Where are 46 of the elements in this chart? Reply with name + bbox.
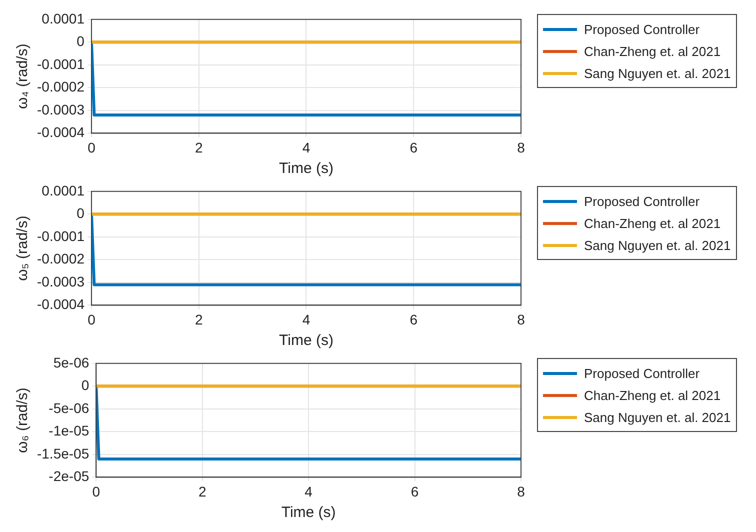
legend-label: Proposed Controller <box>584 366 700 380</box>
y-tick-label: -2e-05 <box>48 468 90 484</box>
y-axis-title: ω₅ (rad/s) <box>14 216 32 281</box>
x-tick-label: 0 <box>92 483 100 500</box>
x-tick-label: 4 <box>302 311 310 328</box>
legend-label: Chan-Zheng et. al 2021 <box>584 388 721 402</box>
x-tick-label: 4 <box>302 139 310 156</box>
x-tick-label: 2 <box>194 311 203 328</box>
x-tick-label: 6 <box>410 139 418 156</box>
y-tick-label: 0 <box>81 377 90 394</box>
legend-label: Proposed Controller <box>584 22 700 36</box>
x-tick-label: 8 <box>517 483 526 500</box>
x-axis-title: Time (s) <box>279 160 334 178</box>
y-tick-label: 0 <box>76 205 85 222</box>
y-tick-label: 5e-06 <box>53 354 90 370</box>
y-tick-label: -0.0001 <box>37 228 85 244</box>
y-tick-label: 0 <box>76 33 85 50</box>
x-tick-label: 8 <box>517 311 526 328</box>
y-axis-title: ω₄ (rad/s) <box>14 44 32 109</box>
y-tick-label: -0.0002 <box>37 250 85 267</box>
y-tick-label: -5e-06 <box>48 400 90 416</box>
legend-label: Proposed Controller <box>584 194 700 208</box>
x-tick-label: 2 <box>194 139 203 156</box>
x-tick-label: 8 <box>517 139 526 156</box>
legend-label: Sang Nguyen et. al. 2021 <box>584 66 731 80</box>
y-tick-label: -0.0001 <box>37 56 85 72</box>
y-tick-label: -0.0003 <box>37 101 85 118</box>
y-tick-label: -0.0004 <box>37 296 85 312</box>
legend-label: Sang Nguyen et. al. 2021 <box>584 238 731 252</box>
legend-label: Sang Nguyen et. al. 2021 <box>584 410 731 424</box>
y-tick-label: -0.0004 <box>37 124 85 140</box>
legend-label: Chan-Zheng et. al 2021 <box>584 216 721 230</box>
x-tick-label: 2 <box>198 483 206 500</box>
x-tick-label: 6 <box>410 483 419 500</box>
x-tick-label: 4 <box>304 483 313 500</box>
y-axis-title: ω₆ (rad/s) <box>14 388 32 453</box>
x-axis-title: Time (s) <box>281 504 336 522</box>
y-tick-label: -0.0002 <box>37 78 85 95</box>
legend-label: Chan-Zheng et. al 2021 <box>584 44 721 58</box>
y-tick-label: 0.0001 <box>42 182 85 198</box>
y-tick-label: -0.0003 <box>37 273 85 290</box>
x-axis-title: Time (s) <box>279 332 334 350</box>
y-tick-label: -1e-05 <box>48 422 90 439</box>
y-tick-label: 0.0001 <box>42 10 85 26</box>
y-tick-label: -1.5e-05 <box>36 445 90 462</box>
x-tick-label: 6 <box>410 311 418 328</box>
